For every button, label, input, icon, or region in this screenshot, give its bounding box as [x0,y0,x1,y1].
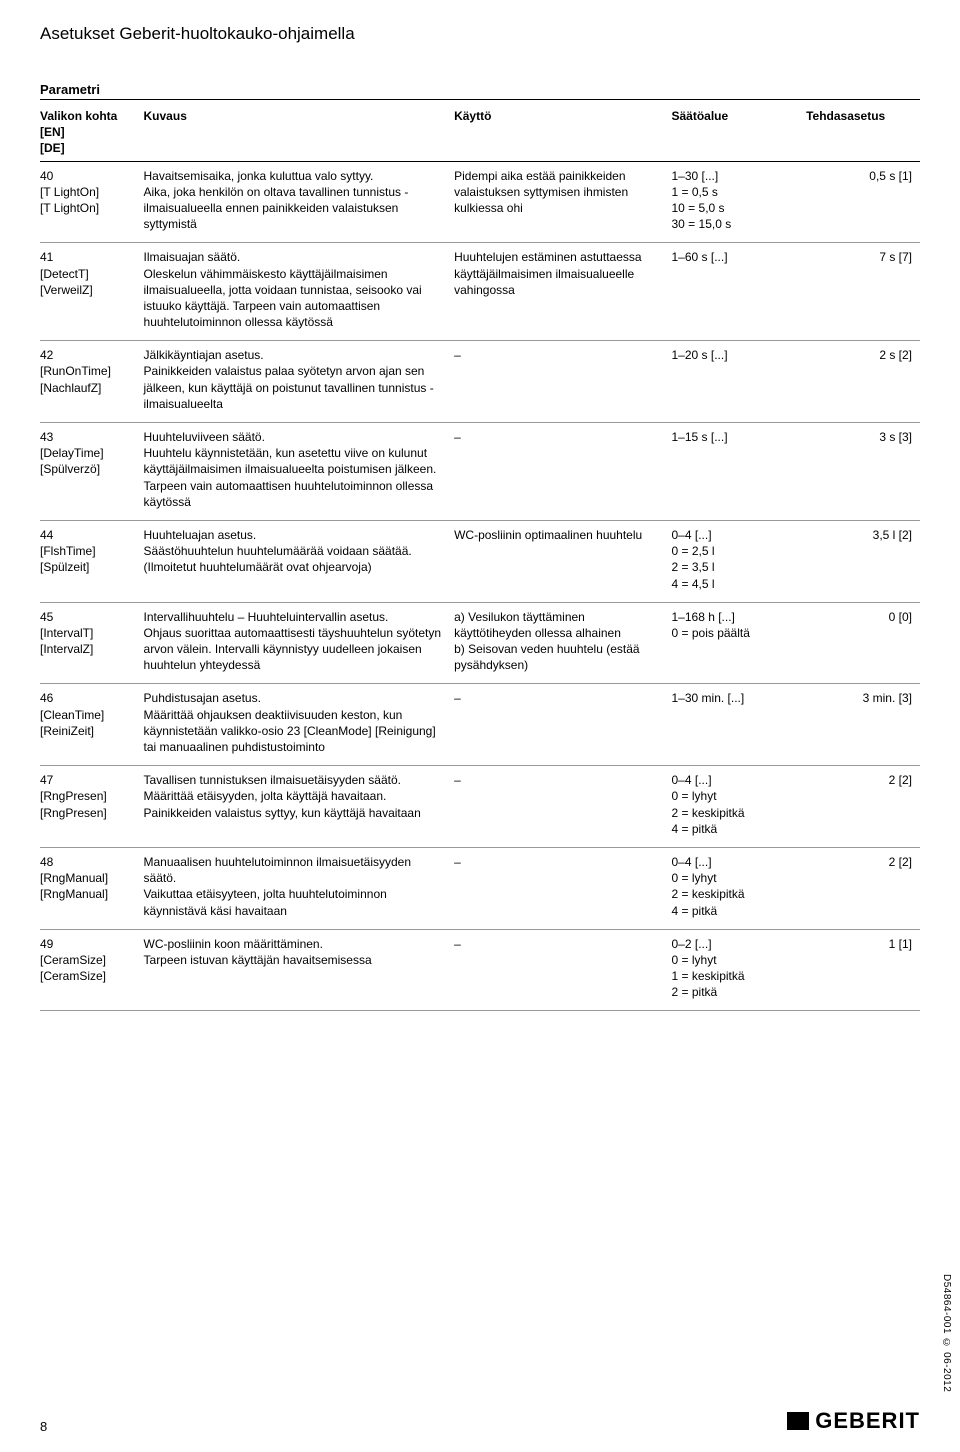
cell-default: 7 s [7] [806,243,920,341]
table-row: 45 [IntervalT] [IntervalZ]Intervallihuuh… [40,602,920,684]
cell-default: 2 s [2] [806,341,920,423]
table-row: 49 [CeramSize] [CeramSize]WC-posliinin k… [40,929,920,1011]
cell-menu: 41 [DetectT] [VerweilZ] [40,243,144,341]
cell-menu: 44 [FlshTime] [Spülzeit] [40,520,144,602]
cell-default: 2 [2] [806,847,920,929]
col-header-range: Säätöalue [672,104,807,161]
cell-menu: 46 [CleanTime] [ReiniZeit] [40,684,144,766]
cell-default: 2 [2] [806,766,920,848]
cell-range: 0–4 [...] 0 = lyhyt 2 = keskipitkä 4 = p… [672,766,807,848]
cell-default: 1 [1] [806,929,920,1011]
cell-menu: 47 [RngPresen] [RngPresen] [40,766,144,848]
cell-default: 0,5 s [1] [806,161,920,243]
cell-default: 3 min. [3] [806,684,920,766]
cell-range: 0–4 [...] 0 = 2,5 l 2 = 3,5 l 4 = 4,5 l [672,520,807,602]
cell-default: 0 [0] [806,602,920,684]
cell-desc: Huuhteluviiveen säätö. Huuhtelu käynnist… [144,423,455,521]
logo-mark-icon [787,1412,809,1430]
table-header-row: Valikon kohta [EN] [DE] Kuvaus Käyttö Sä… [40,104,920,161]
cell-range: 0–2 [...] 0 = lyhyt 1 = keskipitkä 2 = p… [672,929,807,1011]
table-row: 48 [RngManual] [RngManual]Manuaalisen hu… [40,847,920,929]
cell-use: – [454,929,671,1011]
cell-menu: 49 [CeramSize] [CeramSize] [40,929,144,1011]
cell-desc: Ilmaisuajan säätö. Oleskelun vähimmäiske… [144,243,455,341]
table-row: 44 [FlshTime] [Spülzeit]Huuhteluajan ase… [40,520,920,602]
cell-menu: 42 [RunOnTime] [NachlaufZ] [40,341,144,423]
side-doc-code: D54864-001 © 06-2012 [941,1274,952,1392]
cell-use: Huuhtelujen estäminen astuttaessa käyttä… [454,243,671,341]
page-title: Asetukset Geberit-huoltokauko-ohjaimella [40,24,920,44]
cell-desc: Puhdistusajan asetus. Määrittää ohjaukse… [144,684,455,766]
cell-use: – [454,684,671,766]
table-row: 42 [RunOnTime] [NachlaufZ]Jälkikäyntiaja… [40,341,920,423]
cell-range: 1–168 h [...] 0 = pois päältä [672,602,807,684]
cell-range: 1–30 min. [...] [672,684,807,766]
table-row: 41 [DetectT] [VerweilZ]Ilmaisuajan säätö… [40,243,920,341]
cell-desc: Huuhteluajan asetus. Säästöhuuhtelun huu… [144,520,455,602]
table-row: 47 [RngPresen] [RngPresen]Tavallisen tun… [40,766,920,848]
cell-range: 1–15 s [...] [672,423,807,521]
cell-use: Pidempi aika estää painikkeiden valaistu… [454,161,671,243]
cell-menu: 48 [RngManual] [RngManual] [40,847,144,929]
cell-menu: 40 [T LightOn] [T LightOn] [40,161,144,243]
col-header-menu: Valikon kohta [EN] [DE] [40,104,144,161]
cell-desc: Tavallisen tunnistuksen ilmaisuetäisyyde… [144,766,455,848]
cell-use: – [454,423,671,521]
cell-desc: Manuaalisen huuhtelutoiminnon ilmaisuetä… [144,847,455,929]
cell-use: a) Vesilukon täyttäminen käyttötiheyden … [454,602,671,684]
logo-text: GEBERIT [815,1408,920,1434]
cell-use: – [454,847,671,929]
table-row: 46 [CleanTime] [ReiniZeit]Puhdistusajan … [40,684,920,766]
col-header-use: Käyttö [454,104,671,161]
cell-range: 1–30 [...] 1 = 0,5 s 10 = 5,0 s 30 = 15,… [672,161,807,243]
cell-default: 3 s [3] [806,423,920,521]
cell-menu: 43 [DelayTime] [Spülverzö] [40,423,144,521]
cell-desc: WC-posliinin koon määrittäminen. Tarpeen… [144,929,455,1011]
cell-desc: Intervallihuuhtelu – Huuhteluintervallin… [144,602,455,684]
col-header-default: Tehdasasetus [806,104,920,161]
cell-desc: Havaitsemisaika, jonka kuluttua valo syt… [144,161,455,243]
page-number: 8 [40,1419,47,1434]
cell-range: 1–60 s [...] [672,243,807,341]
cell-default: 3,5 l [2] [806,520,920,602]
cell-menu: 45 [IntervalT] [IntervalZ] [40,602,144,684]
cell-use: WC-posliinin optimaalinen huuhtelu [454,520,671,602]
cell-desc: Jälkikäyntiajan asetus. Painikkeiden val… [144,341,455,423]
cell-use: – [454,766,671,848]
section-heading: Parametri [40,82,920,100]
cell-range: 1–20 s [...] [672,341,807,423]
table-row: 40 [T LightOn] [T LightOn]Havaitsemisaik… [40,161,920,243]
parameter-table: Valikon kohta [EN] [DE] Kuvaus Käyttö Sä… [40,104,920,1011]
cell-range: 0–4 [...] 0 = lyhyt 2 = keskipitkä 4 = p… [672,847,807,929]
col-header-desc: Kuvaus [144,104,455,161]
cell-use: – [454,341,671,423]
table-row: 43 [DelayTime] [Spülverzö]Huuhteluviivee… [40,423,920,521]
brand-logo: GEBERIT [787,1408,920,1434]
